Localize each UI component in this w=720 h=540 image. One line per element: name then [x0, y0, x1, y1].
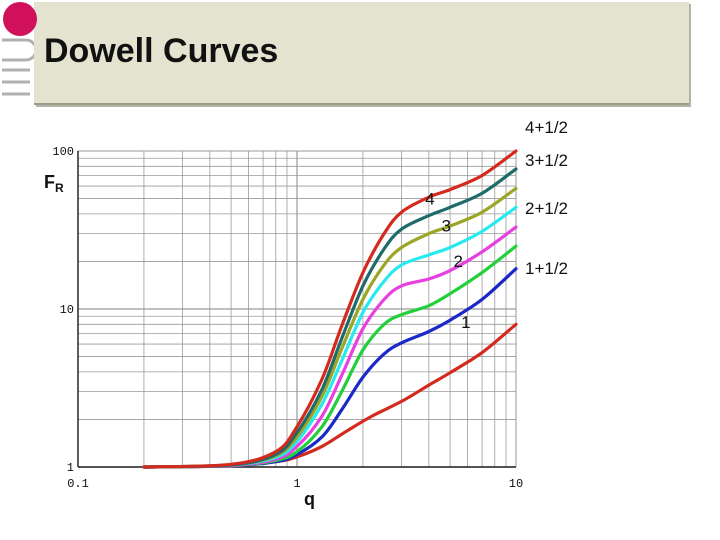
chart-grid [77, 150, 517, 468]
slide-title: Dowell Curves [44, 32, 279, 70]
y-tick-label: 100 [52, 145, 74, 159]
series-label: 1 [461, 313, 470, 332]
y-tick-label: 1 [67, 461, 74, 475]
logo-stripes-icon [2, 38, 34, 96]
series-label: 2 [454, 252, 463, 271]
x-tick-label: 10 [509, 477, 523, 491]
chart-curves [142, 149, 518, 469]
chart-labels: 0.1 1 10 1 10 100 1+1/2 2+1/2 3+1/2 4+1/2 432 1 [52, 118, 568, 491]
series-label: 4+1/2 [525, 118, 568, 137]
x-axis-label: q [304, 489, 315, 509]
series-label: 4 [425, 189, 434, 208]
title-banner [34, 2, 689, 105]
series-label: 3 [441, 216, 450, 235]
x-tick-label: 1 [293, 477, 300, 491]
series-line-4-plus-1-2 [142, 149, 518, 469]
x-tick-label: 0.1 [67, 477, 89, 491]
series-line-4 [142, 167, 518, 469]
series-line-1 [142, 322, 518, 469]
series-label: 1+1/2 [525, 259, 568, 278]
university-logo-icon [3, 2, 37, 36]
y-tick-label: 10 [60, 303, 74, 317]
series-label: 2+1/2 [525, 199, 568, 218]
series-label: 3+1/2 [525, 151, 568, 170]
y-axis-label: FR [44, 172, 64, 195]
